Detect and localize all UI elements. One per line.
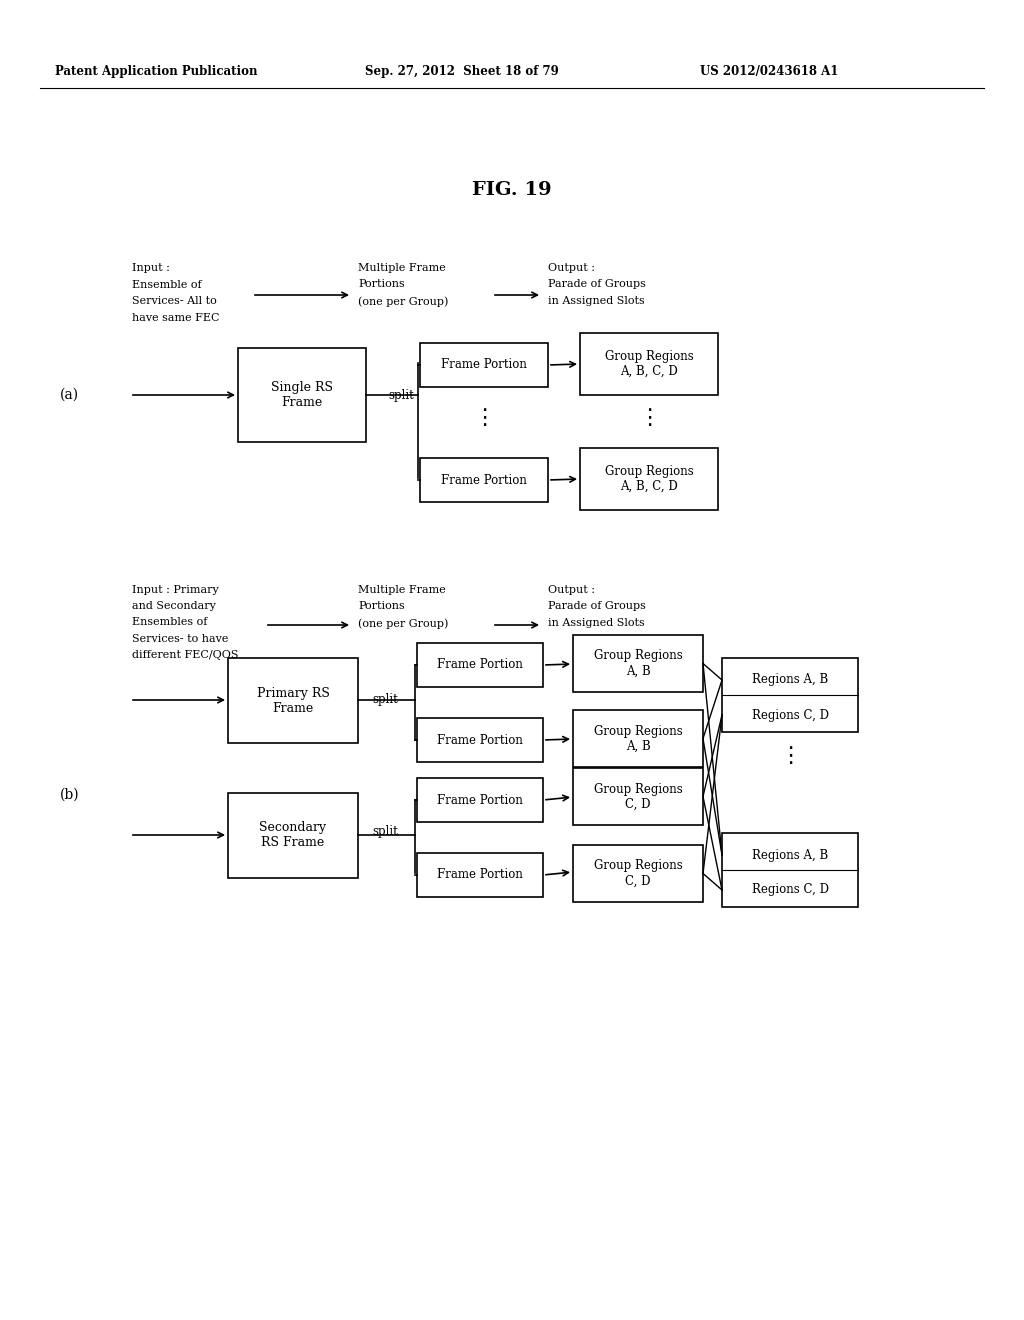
- Text: Frame Portion: Frame Portion: [437, 734, 523, 747]
- Text: Group Regions
C, D: Group Regions C, D: [594, 859, 682, 887]
- Text: Regions A, B: Regions A, B: [752, 849, 828, 862]
- Text: Regions C, D: Regions C, D: [752, 883, 828, 896]
- Text: Regions C, D: Regions C, D: [752, 709, 828, 722]
- Text: Primary RS
Frame: Primary RS Frame: [257, 686, 330, 714]
- Bar: [573, 635, 703, 692]
- Bar: [417, 853, 543, 898]
- Text: Portions: Portions: [358, 601, 404, 611]
- Text: Frame Portion: Frame Portion: [437, 869, 523, 882]
- Text: (a): (a): [60, 388, 79, 403]
- Text: Parade of Groups: Parade of Groups: [548, 279, 646, 289]
- Bar: [420, 343, 548, 387]
- Text: ⋮: ⋮: [473, 408, 496, 428]
- Text: Ensemble of: Ensemble of: [132, 280, 202, 290]
- Text: US 2012/0243618 A1: US 2012/0243618 A1: [700, 66, 839, 78]
- Text: Multiple Frame: Multiple Frame: [358, 585, 445, 595]
- Text: Output :: Output :: [548, 585, 595, 595]
- Bar: [420, 458, 548, 502]
- Bar: [417, 718, 543, 762]
- Text: ⋮: ⋮: [779, 746, 801, 766]
- Text: Patent Application Publication: Patent Application Publication: [55, 66, 257, 78]
- Text: Input :: Input :: [132, 263, 170, 273]
- Text: split: split: [372, 825, 397, 838]
- Text: Sep. 27, 2012  Sheet 18 of 79: Sep. 27, 2012 Sheet 18 of 79: [365, 66, 559, 78]
- Text: Regions A, B: Regions A, B: [752, 673, 828, 686]
- Text: split: split: [388, 388, 414, 401]
- Bar: [417, 777, 543, 822]
- Text: Output :: Output :: [548, 263, 595, 273]
- Text: different FEC/QOS: different FEC/QOS: [132, 649, 239, 660]
- Bar: [228, 657, 358, 743]
- Text: ⋮: ⋮: [638, 408, 660, 428]
- Text: Multiple Frame: Multiple Frame: [358, 263, 445, 273]
- Text: split: split: [372, 693, 397, 706]
- Bar: [573, 710, 703, 767]
- Text: FIG. 19: FIG. 19: [472, 181, 552, 199]
- Text: Input : Primary: Input : Primary: [132, 585, 219, 595]
- Text: Single RS
Frame: Single RS Frame: [271, 381, 333, 409]
- Text: Frame Portion: Frame Portion: [441, 474, 527, 487]
- Text: Services- to have: Services- to have: [132, 634, 228, 644]
- Bar: [722, 657, 858, 733]
- Bar: [228, 793, 358, 878]
- Bar: [573, 768, 703, 825]
- Text: Ensembles of: Ensembles of: [132, 616, 208, 627]
- Text: Portions: Portions: [358, 279, 404, 289]
- Text: Frame Portion: Frame Portion: [437, 659, 523, 672]
- Text: and Secondary: and Secondary: [132, 601, 216, 611]
- Text: Frame Portion: Frame Portion: [441, 359, 527, 371]
- Text: (b): (b): [60, 788, 80, 803]
- Text: Services- All to: Services- All to: [132, 296, 217, 306]
- Text: Parade of Groups: Parade of Groups: [548, 601, 646, 611]
- Text: Frame Portion: Frame Portion: [437, 793, 523, 807]
- Bar: [573, 845, 703, 902]
- Text: Secondary
RS Frame: Secondary RS Frame: [259, 821, 327, 850]
- Text: (one per Group): (one per Group): [358, 618, 449, 628]
- Text: Group Regions
A, B, C, D: Group Regions A, B, C, D: [604, 350, 693, 378]
- Bar: [580, 447, 718, 510]
- Text: in Assigned Slots: in Assigned Slots: [548, 296, 645, 306]
- Text: Group Regions
A, B: Group Regions A, B: [594, 649, 682, 677]
- Text: (one per Group): (one per Group): [358, 296, 449, 306]
- Text: Group Regions
C, D: Group Regions C, D: [594, 783, 682, 810]
- Text: have same FEC: have same FEC: [132, 313, 219, 323]
- Text: in Assigned Slots: in Assigned Slots: [548, 618, 645, 628]
- Bar: [417, 643, 543, 686]
- Bar: [238, 348, 366, 442]
- Text: Group Regions
A, B, C, D: Group Regions A, B, C, D: [604, 465, 693, 492]
- Text: Group Regions
A, B: Group Regions A, B: [594, 725, 682, 752]
- Bar: [580, 333, 718, 395]
- Bar: [722, 833, 858, 907]
